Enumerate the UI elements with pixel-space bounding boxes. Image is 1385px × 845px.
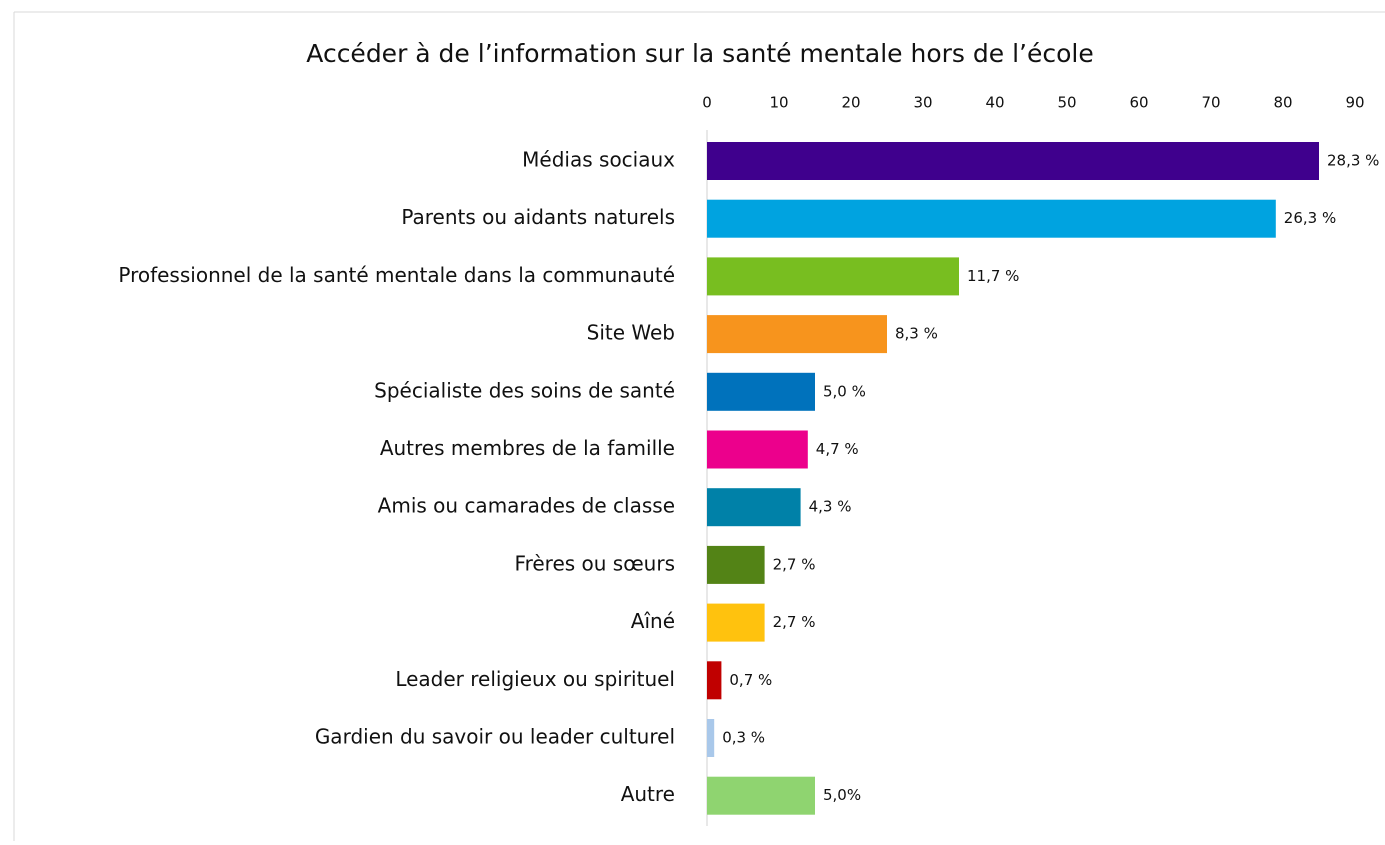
bar — [707, 199, 1276, 238]
bar — [707, 257, 959, 296]
data-label: 8,3 % — [895, 325, 938, 343]
x-tick-label: 0 — [702, 94, 712, 112]
y-tick-label: Autre — [621, 782, 675, 806]
x-tick-label: 60 — [1129, 94, 1148, 112]
y-tick-label: Site Web — [587, 321, 675, 345]
bar — [707, 315, 887, 354]
bar — [707, 488, 801, 527]
bar — [707, 719, 715, 757]
x-tick-label: 10 — [769, 94, 788, 112]
y-tick-label: Leader religieux ou spirituel — [395, 667, 675, 691]
data-label: 5,0 % — [823, 382, 866, 400]
bar — [707, 603, 765, 642]
x-tick-label: 20 — [841, 94, 860, 112]
x-tick-label: 30 — [913, 94, 932, 112]
data-label: 2,7 % — [773, 613, 816, 631]
data-label: 26,3 % — [1284, 209, 1336, 227]
data-label: 2,7 % — [773, 555, 816, 573]
x-tick-label: 80 — [1273, 94, 1292, 112]
data-label: 0,7 % — [729, 671, 772, 689]
y-tick-label: Autres membres de la famille — [380, 436, 675, 460]
data-label: 11,7 % — [967, 267, 1019, 285]
bar — [707, 142, 1319, 180]
y-tick-label: Gardien du savoir ou leader culturel — [315, 725, 675, 749]
bar — [707, 372, 815, 411]
y-tick-label: Amis ou camarades de classe — [378, 494, 675, 518]
bar — [707, 661, 722, 700]
y-tick-label: Parents ou aidants naturels — [401, 205, 675, 229]
x-tick-label: 50 — [1057, 94, 1076, 112]
y-tick-label: Professionnel de la santé mentale dans l… — [118, 263, 675, 287]
y-tick-label: Médias sociaux — [522, 148, 675, 172]
x-tick-label: 90 — [1345, 94, 1364, 112]
bar — [707, 430, 808, 469]
data-label: 4,3 % — [809, 498, 852, 516]
chart-title: Accéder à de l’information sur la santé … — [306, 39, 1093, 68]
data-label: 0,3 % — [722, 729, 765, 747]
bar — [707, 776, 815, 815]
data-label: 5,0% — [823, 786, 861, 804]
data-label: 4,7 % — [816, 440, 859, 458]
x-tick-label: 40 — [985, 94, 1004, 112]
data-label: 28,3 % — [1327, 152, 1379, 170]
y-tick-label: Aîné — [631, 609, 675, 633]
y-tick-label: Frères ou sœurs — [515, 551, 675, 575]
bar — [707, 545, 765, 584]
y-tick-label: Spécialiste des soins de santé — [374, 378, 675, 402]
x-tick-label: 70 — [1201, 94, 1220, 112]
